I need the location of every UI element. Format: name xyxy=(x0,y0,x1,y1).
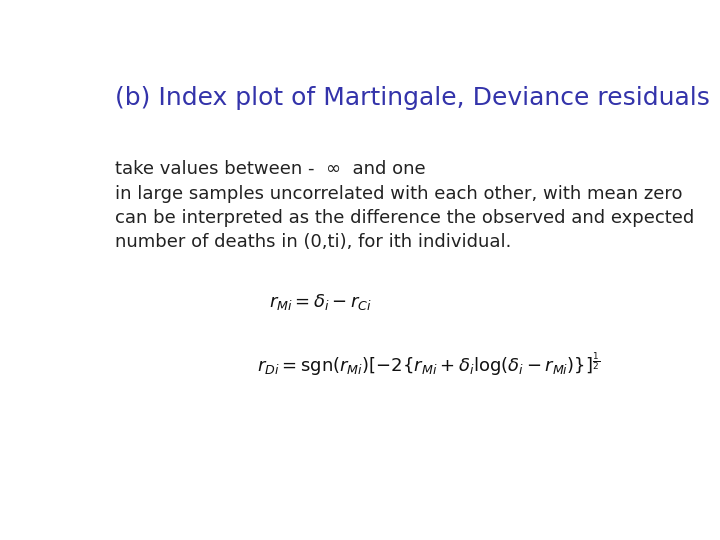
Text: $r_{Mi} = \delta_i - r_{Ci}$: $r_{Mi} = \delta_i - r_{Ci}$ xyxy=(269,292,372,312)
Text: take values between -  ∞  and one: take values between - ∞ and one xyxy=(115,160,426,178)
Text: number of deaths in (0,ti), for ith individual.: number of deaths in (0,ti), for ith indi… xyxy=(115,233,511,251)
Text: $r_{Di} = \mathrm{sgn}(r_{Mi})[-2\{r_{Mi} + \delta_i \log(\delta_i - r_{Mi})\}]^: $r_{Di} = \mathrm{sgn}(r_{Mi})[-2\{r_{Mi… xyxy=(258,350,600,378)
Text: can be interpreted as the difference the observed and expected: can be interpreted as the difference the… xyxy=(115,208,694,227)
Text: in large samples uncorrelated with each other, with mean zero: in large samples uncorrelated with each … xyxy=(115,185,683,202)
Text: (b) Index plot of Martingale, Deviance residuals: (b) Index plot of Martingale, Deviance r… xyxy=(115,85,710,110)
